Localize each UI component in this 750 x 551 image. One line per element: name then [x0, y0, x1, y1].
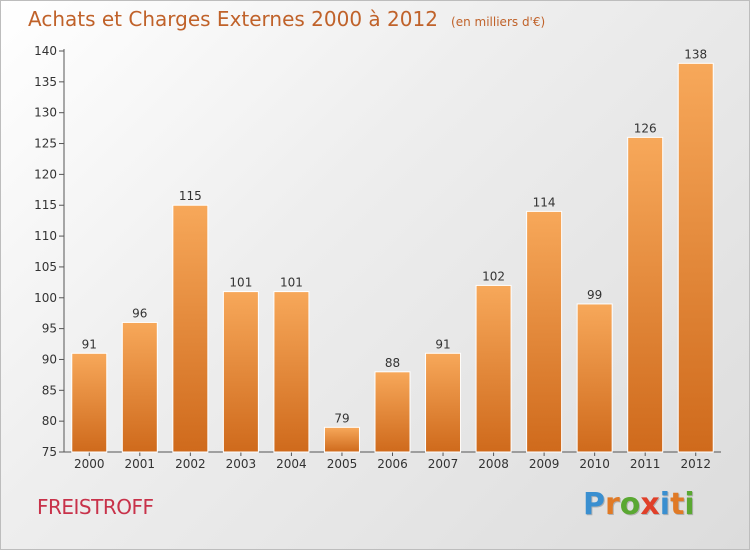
logo-letter: o: [619, 487, 641, 522]
chart-unit-note: (en milliers d'€): [451, 15, 546, 29]
bar: [121, 321, 158, 453]
data-labels: 91 96 115 101 101 79 88 91 102 114 99 126 138: [82, 47, 708, 425]
bar-value-label: 102: [482, 269, 505, 283]
bar: [323, 426, 360, 453]
proxiti-logo[interactable]: Proxiti: [583, 487, 695, 522]
x-axis: 2000 2001 2002 2003 2004 2005 2006 2007 2008 2009…: [64, 451, 721, 471]
place-name: FREISTROFF: [37, 495, 154, 519]
bar: [222, 291, 259, 453]
bar-value-label: 115: [179, 189, 202, 203]
bar-value-label: 91: [435, 337, 450, 351]
x-tick-label: 2000: [74, 457, 105, 471]
bar-value-label: 114: [533, 195, 556, 209]
x-tick-label: 2004: [276, 457, 307, 471]
bar-value-label: 79: [334, 411, 349, 425]
y-tick-label: 75: [42, 445, 57, 459]
bar: [273, 291, 310, 453]
logo-letter: P: [583, 487, 605, 522]
bar-value-label: 101: [229, 276, 252, 290]
bar: [425, 352, 462, 453]
bar: [172, 204, 209, 453]
bars: [71, 62, 714, 453]
bar-value-label: 91: [82, 337, 97, 351]
logo-letter: i: [659, 487, 671, 522]
y-tick-label: 110: [34, 229, 57, 243]
x-tick-label: 2010: [579, 457, 610, 471]
y-tick-label: 80: [42, 414, 57, 428]
bar: [627, 136, 664, 453]
y-tick-label: 130: [34, 106, 57, 120]
bar: [526, 210, 563, 453]
x-tick-label: 2008: [478, 457, 509, 471]
y-tick-label: 100: [34, 291, 57, 305]
bar: [576, 303, 613, 453]
x-tick-label: 2002: [175, 457, 206, 471]
y-tick-label: 95: [42, 322, 57, 336]
y-tick-label: 85: [42, 383, 57, 397]
x-tick-label: 2007: [428, 457, 459, 471]
bar-value-label: 138: [684, 47, 707, 61]
bar-value-label: 88: [385, 356, 400, 370]
bar-value-label: 96: [132, 306, 147, 320]
bar: [475, 284, 512, 453]
y-tick-label: 105: [34, 260, 57, 274]
x-tick-label: 2003: [226, 457, 257, 471]
y-axis: 75 80 85 90 95 100 105 110 115 120 125 130 135 140: [34, 44, 65, 459]
x-tick-label: 2001: [125, 457, 156, 471]
bar: [677, 62, 714, 453]
x-tick-label: 2006: [377, 457, 408, 471]
bar-value-label: 99: [587, 288, 602, 302]
y-tick-label: 125: [34, 137, 57, 151]
logo-letter: i: [684, 487, 695, 522]
x-tick-label: 2005: [327, 457, 358, 471]
x-tick-label: 2012: [680, 457, 711, 471]
chart-title: Achats et Charges Externes 2000 à 2012: [28, 7, 438, 31]
logo-letter: x: [640, 487, 660, 522]
bar-value-label: 126: [634, 121, 657, 135]
bar: [374, 371, 411, 453]
bar: [71, 352, 108, 453]
y-tick-label: 140: [34, 44, 57, 58]
x-tick-label: 2009: [529, 457, 560, 471]
x-tick-label: 2011: [630, 457, 661, 471]
y-tick-label: 135: [34, 75, 57, 89]
y-tick-label: 90: [42, 352, 57, 366]
chart-header: Achats et Charges Externes 2000 à 2012 (…: [28, 7, 545, 31]
y-tick-label: 120: [34, 167, 57, 181]
y-tick-label: 115: [34, 198, 57, 212]
logo-letter: r: [605, 487, 620, 522]
logo-letter: t: [670, 487, 685, 522]
bar-value-label: 101: [280, 276, 303, 290]
